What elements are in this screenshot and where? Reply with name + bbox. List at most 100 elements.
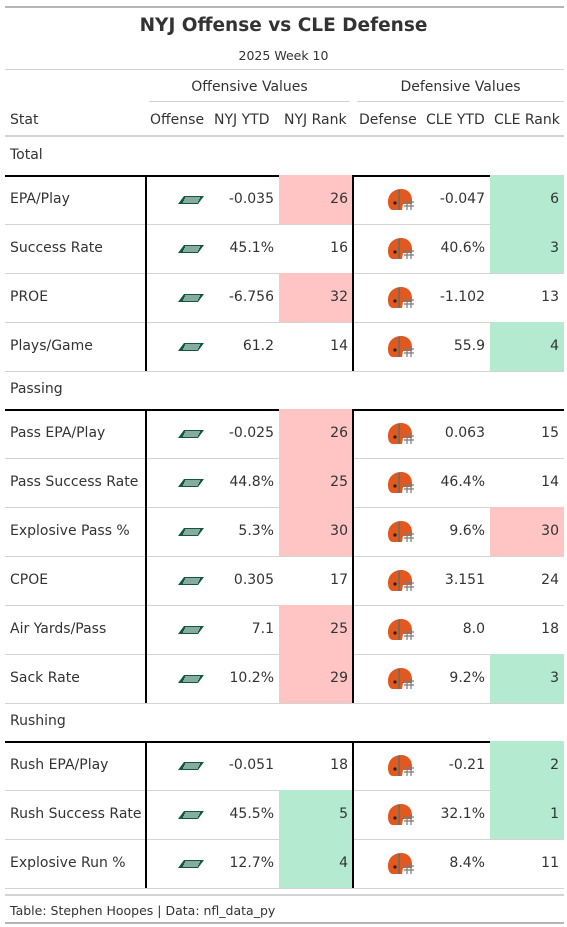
cle-rank-value: 30 (541, 523, 559, 539)
source-note: Table: Stephen Hoopes | Data: nfl_data_p… (10, 903, 276, 918)
defense-logo (382, 458, 418, 507)
column-divider (145, 175, 147, 371)
cle-rank-highlight (490, 322, 564, 371)
offense-logo (173, 605, 209, 654)
stat-label: CPOE (10, 572, 49, 588)
nyj-rank-highlight (279, 507, 353, 556)
cle-rank-value: 15 (541, 425, 559, 441)
colhead-offense: Offense (150, 112, 205, 128)
nyj-ytd-value: 61.2 (242, 338, 274, 354)
jets-logo-icon (178, 293, 204, 302)
cle-ytd-value: 9.2% (449, 670, 485, 686)
cle-ytd-value: 0.063 (444, 425, 485, 441)
offense-logo (173, 458, 209, 507)
jets-logo-icon (178, 761, 204, 770)
offense-logo (173, 409, 209, 458)
offense-logo (173, 839, 209, 888)
browns-helmet-icon (388, 188, 414, 210)
offense-logo (173, 175, 209, 224)
cle-rank-value: 1 (550, 806, 559, 822)
nyj-ytd-value: 45.5% (229, 806, 274, 822)
cle-rank-value: 2 (550, 757, 559, 773)
cle-ytd-value: 3.151 (444, 572, 485, 588)
spanner-defensive-values: Defensive Values (400, 79, 521, 95)
jets-logo-icon (178, 859, 204, 868)
nyj-ytd-value: 0.305 (233, 572, 274, 588)
browns-helmet-icon (388, 286, 414, 308)
cle-ytd-value: -1.102 (439, 289, 485, 305)
nyj-rank-value: 32 (330, 289, 348, 305)
colhead-stat: Stat (10, 112, 39, 128)
stat-label: Air Yards/Pass (10, 621, 107, 637)
column-divider (145, 741, 147, 888)
nyj-rank-value: 16 (330, 240, 348, 256)
cle-rank-highlight (490, 175, 564, 224)
jets-logo-icon (178, 625, 204, 634)
defense-logo (382, 175, 418, 224)
spanner-defensive-rule (357, 101, 564, 102)
table-row: Pass Success Rate 44.8% 25 46.4% 14 (5, 458, 564, 507)
cle-rank-value: 4 (550, 338, 559, 354)
nyj-rank-highlight (279, 605, 353, 654)
nyj-ytd-value: 12.7% (229, 855, 274, 871)
jets-logo-icon (178, 674, 204, 683)
nyj-rank-value: 25 (330, 621, 348, 637)
table-row: Explosive Pass % 5.3% 30 9.6% 30 (5, 507, 564, 556)
jets-logo-icon (178, 342, 204, 351)
footer-rule (5, 922, 564, 924)
table-title: NYJ Offense vs CLE Defense (139, 15, 428, 36)
jets-logo-icon (178, 429, 204, 438)
cle-ytd-value: 8.0 (462, 621, 485, 637)
browns-helmet-icon (388, 667, 414, 689)
defense-logo (382, 605, 418, 654)
stat-label: EPA/Play (10, 191, 70, 207)
nyj-rank-value: 25 (330, 474, 348, 490)
offense-logo (173, 224, 209, 273)
stat-label: Success Rate (10, 240, 103, 256)
colhead-nyj-ytd: NYJ YTD (214, 112, 270, 128)
jets-logo-icon (178, 576, 204, 585)
column-divider (352, 175, 354, 371)
defense-logo (382, 839, 418, 888)
nyj-ytd-value: 44.8% (229, 474, 274, 490)
jets-logo-icon (178, 810, 204, 819)
offense-logo (173, 741, 209, 790)
defense-logo (382, 322, 418, 371)
table-row: Rush EPA/Play -0.051 18 -0.21 2 (5, 741, 564, 790)
cle-ytd-value: 9.6% (449, 523, 485, 539)
table-row: Rush Success Rate 45.5% 5 32.1% 1 (5, 790, 564, 839)
defense-logo (382, 409, 418, 458)
spanner-offensive-values: Offensive Values (191, 79, 308, 95)
cle-rank-value: 14 (541, 474, 559, 490)
row-rule (5, 703, 564, 704)
jets-logo-icon (178, 195, 204, 204)
jets-logo-icon (178, 478, 204, 487)
row-rule (5, 556, 564, 557)
nyj-ytd-value: -6.756 (228, 289, 274, 305)
table-row: Success Rate 45.1% 16 40.6% 3 (5, 224, 564, 273)
cle-rank-highlight (490, 654, 564, 703)
nyj-ytd-value: 45.1% (229, 240, 274, 256)
defense-logo (382, 224, 418, 273)
table-row: Plays/Game 61.2 14 55.9 4 (5, 322, 564, 371)
stat-label: Pass EPA/Play (10, 425, 106, 441)
cle-rank-value: 3 (550, 240, 559, 256)
cle-ytd-value: 32.1% (440, 806, 485, 822)
nyj-rank-highlight (279, 409, 353, 458)
cle-rank-value: 24 (541, 572, 559, 588)
colhead-defense: Defense (359, 112, 417, 128)
nyj-rank-value: 14 (330, 338, 348, 354)
cle-rank-value: 13 (541, 289, 559, 305)
column-divider (352, 741, 354, 888)
nyj-rank-highlight (279, 175, 353, 224)
group-top-rule (5, 741, 564, 743)
group-label-rushing: Rushing (10, 713, 66, 729)
header-rule (5, 135, 564, 137)
browns-helmet-icon (388, 754, 414, 776)
row-rule (5, 224, 564, 225)
nyj-ytd-value: 7.1 (251, 621, 274, 637)
nyj-rank-highlight (279, 839, 353, 888)
browns-helmet-icon (388, 237, 414, 259)
browns-helmet-icon (388, 422, 414, 444)
nyj-rank-value: 5 (339, 806, 348, 822)
